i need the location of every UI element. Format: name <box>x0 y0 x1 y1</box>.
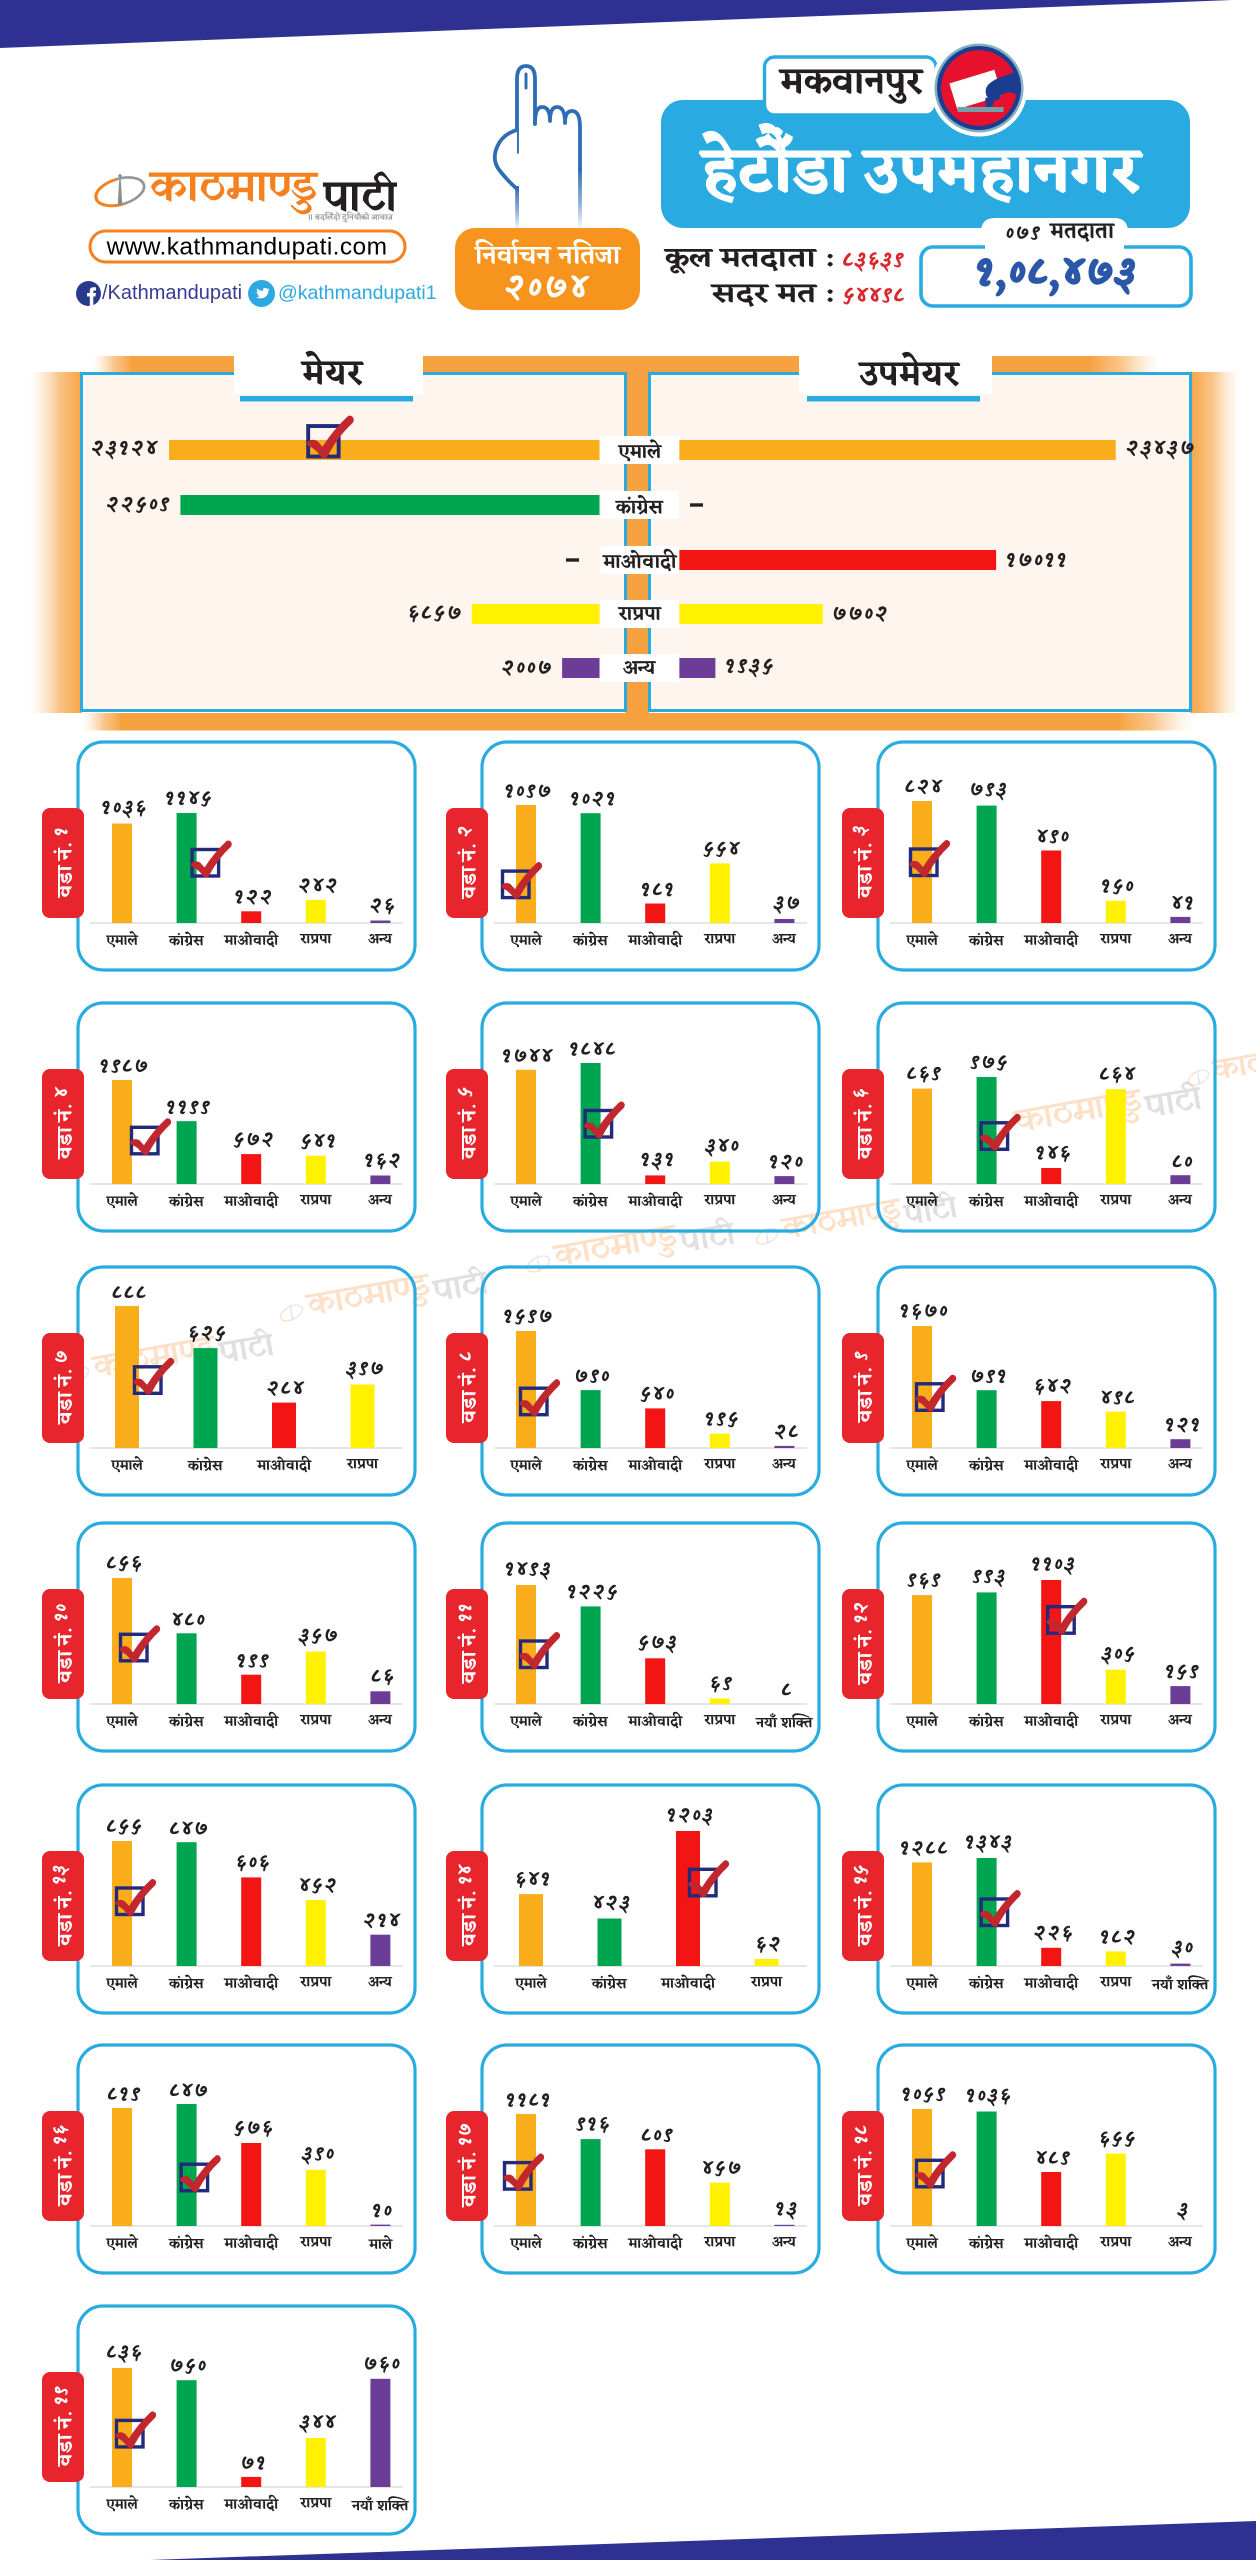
svg-text:@kathmandupati1: @kathmandupati1 <box>278 282 437 304</box>
svg-text:/Kathmandupati: /Kathmandupati <box>102 282 242 304</box>
svg-text:www.kathmandupati.com: www.kathmandupati.com <box>106 234 388 261</box>
